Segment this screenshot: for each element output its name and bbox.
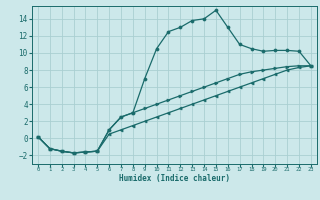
X-axis label: Humidex (Indice chaleur): Humidex (Indice chaleur) [119, 174, 230, 183]
